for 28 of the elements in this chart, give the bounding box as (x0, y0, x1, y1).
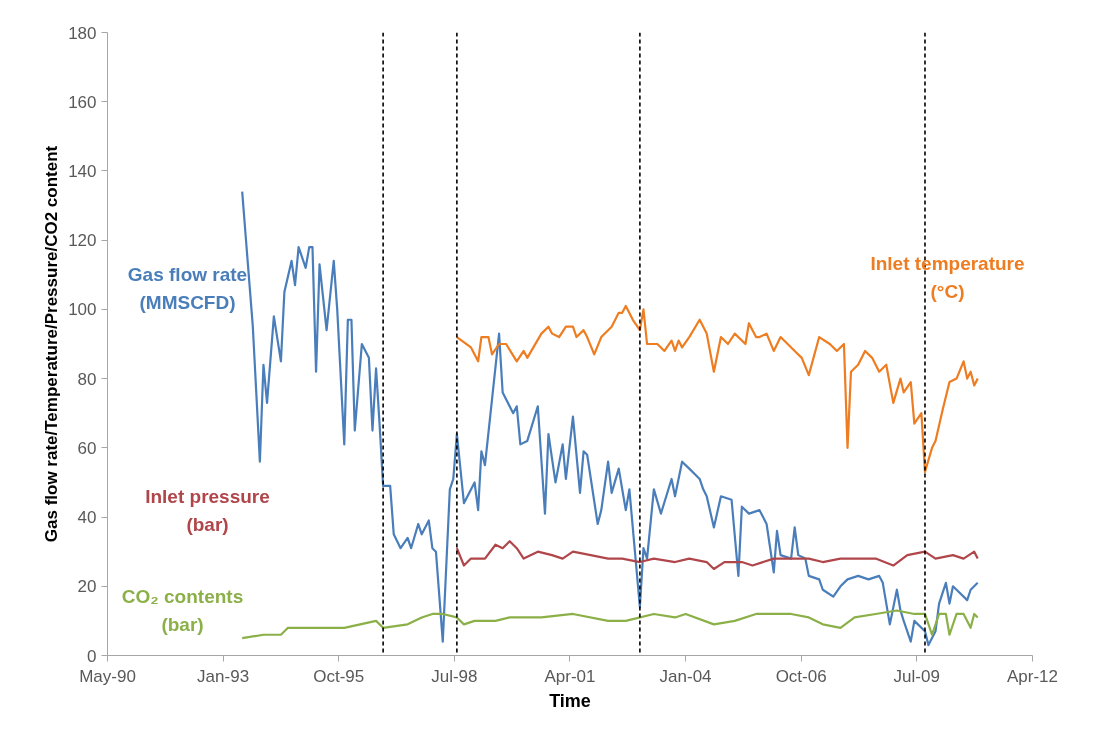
y-tick-label: 0 (87, 646, 97, 666)
y-tick-label: 60 (77, 438, 97, 458)
y-tick-label: 100 (68, 300, 97, 320)
y-tick-label: 120 (68, 231, 97, 251)
series-label: CO₂ contents (bar) (121, 585, 244, 636)
series-label: Gas flow rate (MMSCFD) (127, 263, 248, 314)
line-series (455, 540, 979, 571)
text: Inlet temperature (°C) (870, 252, 1025, 303)
line-series (241, 609, 979, 640)
y-tick-label: 80 (77, 369, 97, 389)
y-tick-label: 20 (77, 577, 97, 597)
text: Inlet pressure (bar) (145, 485, 270, 536)
x-tick-label: Jan-93 (197, 666, 250, 686)
line-series (455, 304, 979, 474)
x-tick-label: Jul-98 (431, 666, 478, 686)
x-tick-label: Oct-95 (313, 666, 365, 686)
x-axis-title: Time (549, 690, 591, 711)
y-tick-label: 160 (68, 92, 97, 112)
x-tick-label: May-90 (79, 666, 136, 686)
x-tick-label: Jul-09 (893, 666, 940, 686)
y-tick-label: 140 (68, 161, 97, 181)
y-axis-title: Gas flow rate/Temperature/Pressure/CO2 content (42, 145, 62, 543)
y-tick-label: 40 (77, 508, 97, 528)
y-tick-label: 180 (68, 23, 97, 43)
x-tick-label: Jan-04 (659, 666, 712, 686)
x-tick-label: Apr-01 (544, 666, 596, 686)
x-tick-label: Apr-12 (1006, 666, 1059, 686)
x-tick-label: Oct-06 (775, 666, 827, 686)
